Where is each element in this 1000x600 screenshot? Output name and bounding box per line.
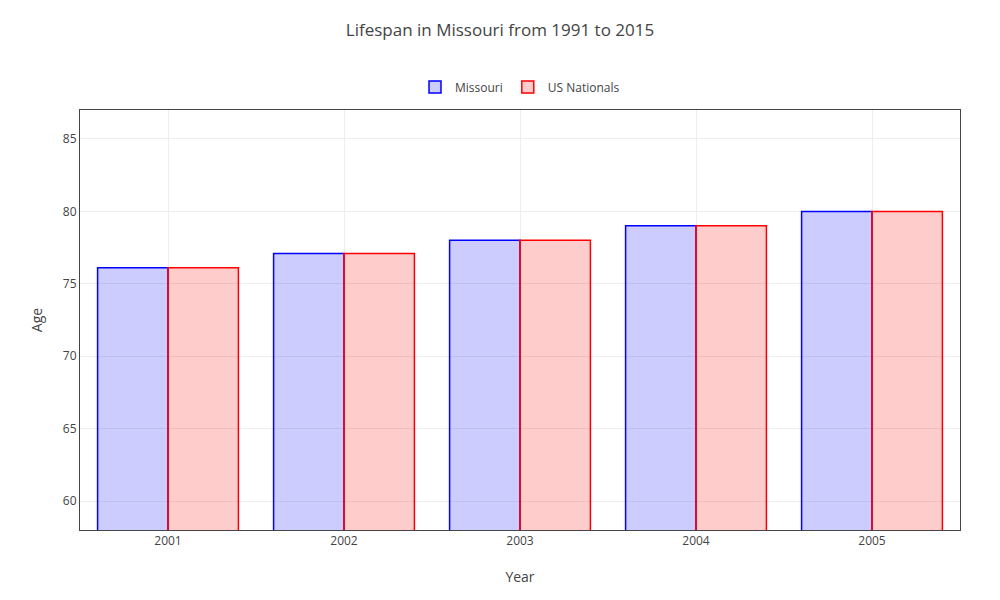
svg-text:80: 80 [63, 203, 77, 220]
svg-text:70: 70 [63, 347, 77, 364]
svg-text:60: 60 [63, 492, 77, 509]
svg-text:US Nationals: US Nationals [548, 79, 620, 96]
svg-text:75: 75 [63, 275, 77, 292]
svg-text:85: 85 [63, 130, 77, 147]
svg-text:Missouri: Missouri [455, 79, 503, 96]
svg-text:2005: 2005 [858, 532, 886, 549]
svg-text:2004: 2004 [682, 532, 710, 549]
svg-text:Age: Age [27, 308, 46, 332]
svg-text:65: 65 [63, 420, 77, 437]
svg-text:Year: Year [505, 567, 534, 586]
svg-text:2002: 2002 [330, 532, 358, 549]
svg-text:2003: 2003 [506, 532, 534, 549]
svg-text:2001: 2001 [154, 532, 181, 549]
svg-text:Lifespan in Missouri from 1991: Lifespan in Missouri from 1991 to 2015 [346, 18, 654, 41]
